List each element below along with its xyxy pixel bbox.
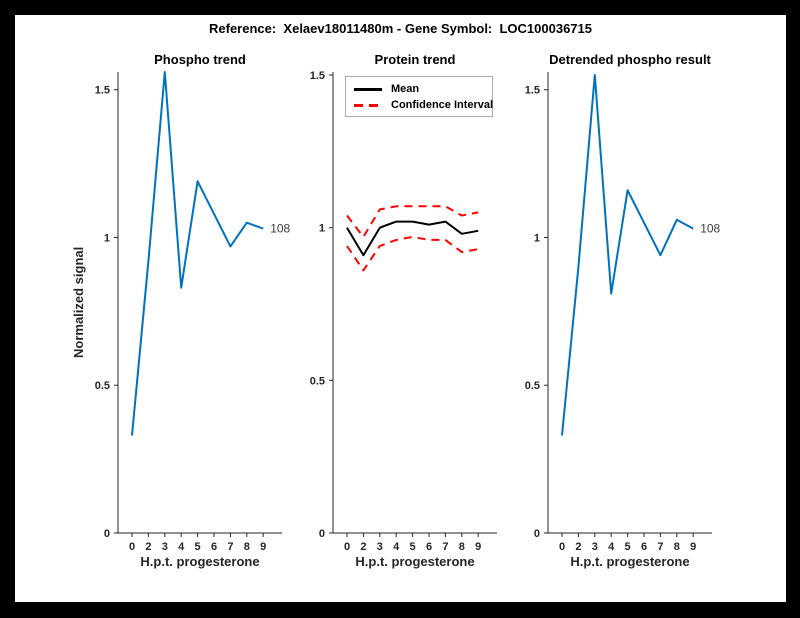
x-tick-label: 8 — [674, 541, 680, 553]
x-tick-label: 4 — [178, 541, 185, 553]
y-tick-label: 0 — [319, 528, 325, 540]
figure-title: Reference: Xelaev18011480m - Gene Symbol… — [209, 21, 592, 36]
x-tick-label: 8 — [459, 541, 465, 553]
y-tick-label: 1 — [104, 232, 110, 244]
x-tick-label: 5 — [625, 541, 631, 553]
y-tick-label: 0.5 — [525, 380, 540, 392]
annotation-label: 108 — [700, 222, 720, 236]
chart-title-detrended-phospho: Detrended phospho result — [549, 52, 711, 67]
series-detrended-phospho — [561, 74, 694, 436]
chart-2: 0 2 3 4 5 6 7 8 900.511.5 — [310, 70, 497, 553]
annotation-label: 108 — [270, 222, 290, 236]
x-tick-label: 6 — [641, 541, 647, 553]
series-phospho-trend — [131, 71, 264, 436]
x-tick-label: 0 — [559, 541, 565, 553]
x-tick-label: 9 — [260, 541, 266, 553]
x-tick-label: 5 — [410, 541, 416, 553]
y-tick-label: 1 — [534, 232, 540, 244]
legend-item-confidence-interval: Confidence Interval — [346, 97, 494, 113]
legend-item-mean: Mean — [346, 81, 492, 97]
y-tick-label: 1.5 — [95, 85, 110, 97]
series-mean — [346, 220, 479, 257]
x-tick-label: 6 — [211, 541, 217, 553]
y-tick-label: 0 — [104, 528, 110, 540]
y-tick-label: 0 — [534, 528, 540, 540]
legend-label-mean: Mean — [391, 83, 420, 95]
x-tick-label: 9 — [475, 541, 481, 553]
x-tick-label: 6 — [426, 541, 432, 553]
y-tick-label: 0.5 — [310, 375, 325, 387]
x-tick-label: 4 — [393, 541, 400, 553]
x-tick-label: 9 — [690, 541, 696, 553]
legend-box: Mean Confidence Interval — [345, 76, 493, 117]
x-axis-label-chart-2: H.p.t. progesterone — [355, 554, 475, 569]
x-axis-label-chart-3: H.p.t. progesterone — [570, 554, 690, 569]
x-tick-label: 2 — [145, 541, 151, 553]
x-tick-label: 0 — [344, 541, 350, 553]
axis — [547, 72, 712, 534]
y-tick-label: 1 — [319, 223, 325, 235]
x-tick-label: 2 — [360, 541, 366, 553]
x-tick-label: 0 — [129, 541, 135, 553]
x-tick-label: 7 — [442, 541, 448, 553]
y-tick-label: 0.5 — [95, 380, 110, 392]
x-tick-label: 4 — [608, 541, 615, 553]
axis — [332, 72, 497, 534]
x-tick-label: 3 — [592, 541, 598, 553]
legend-label-confidence-interval: Confidence Interval — [391, 99, 494, 111]
mean-line-sample-icon — [354, 87, 382, 91]
y-tick-label: 1.5 — [525, 85, 540, 97]
axis — [117, 72, 282, 534]
ci-dashed-line-sample-icon — [354, 103, 382, 107]
x-tick-label: 3 — [377, 541, 383, 553]
x-tick-label: 2 — [575, 541, 581, 553]
chart-title-phospho-trend: Phospho trend — [154, 52, 246, 67]
x-tick-label: 5 — [195, 541, 201, 553]
y-tick-label: 1.5 — [310, 70, 325, 82]
x-axis-label-chart-1: H.p.t. progesterone — [140, 554, 260, 569]
series-confidence-interval-lower — [346, 235, 479, 272]
x-tick-label: 3 — [162, 541, 168, 553]
figure-canvas: Reference: Xelaev18011480m - Gene Symbol… — [15, 15, 786, 602]
chart-title-protein-trend: Protein trend — [374, 52, 456, 67]
x-tick-label: 7 — [657, 541, 663, 553]
x-tick-label: 8 — [244, 541, 250, 553]
x-tick-label: 7 — [227, 541, 233, 553]
